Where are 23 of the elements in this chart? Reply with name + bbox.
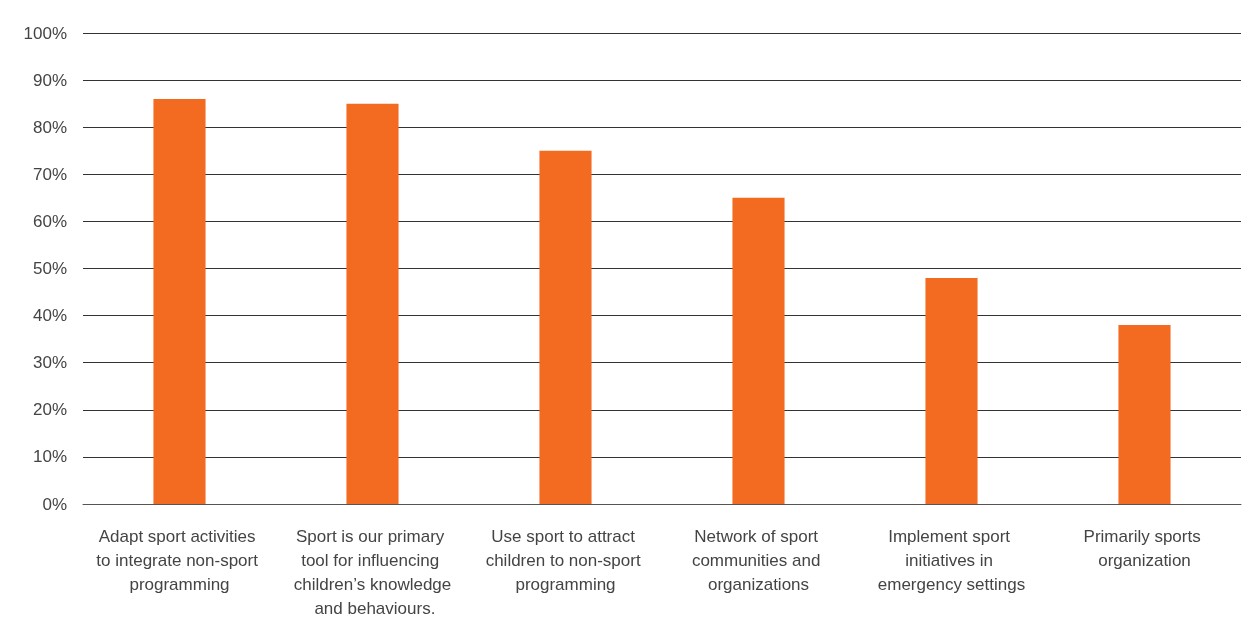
x-tick-label: Primarily sports organization bbox=[1083, 526, 1206, 570]
y-tick-label: 70% bbox=[32, 164, 67, 184]
bar bbox=[925, 277, 978, 504]
y-tick-label: 20% bbox=[32, 400, 67, 420]
y-tick-label: 80% bbox=[32, 117, 67, 137]
y-tick-label: 90% bbox=[32, 70, 67, 90]
y-tick-label: 60% bbox=[32, 211, 67, 231]
bar bbox=[732, 197, 785, 504]
bar bbox=[1118, 325, 1171, 504]
y-tick-label: 100% bbox=[23, 23, 67, 43]
y-tick-label: 0% bbox=[42, 494, 67, 514]
x-tick-label: Adapt sport activities to integrate non-sport programming bbox=[96, 526, 263, 594]
y-tick-label: 10% bbox=[32, 447, 67, 467]
bar bbox=[539, 150, 592, 504]
x-tick-label: Use sport to attract children to non-sport programming bbox=[485, 526, 646, 594]
x-tick-label: Sport is our primary tool for influencing children’s knowledge and behaviours. bbox=[293, 526, 452, 618]
x-tick-label: Implement sport initiatives in emergency settings bbox=[877, 526, 1026, 594]
y-tick-label: 40% bbox=[32, 306, 67, 326]
bar bbox=[153, 98, 206, 504]
y-tick-label: 30% bbox=[32, 353, 67, 373]
x-tick-label: Network of sport communities and organizations bbox=[691, 526, 826, 594]
y-tick-label: 50% bbox=[32, 259, 67, 278]
bar bbox=[346, 103, 399, 504]
